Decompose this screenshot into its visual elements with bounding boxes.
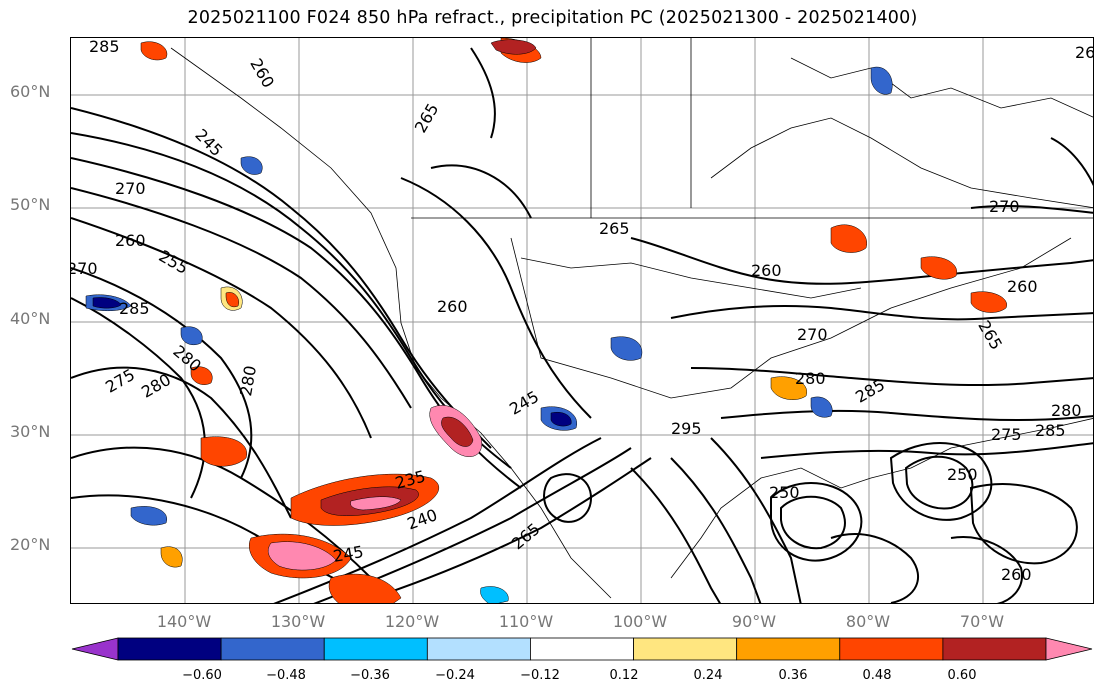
colorbar-segment <box>942 637 1047 661</box>
lon-label-90w: 90°W <box>731 612 777 631</box>
colorbar-segment <box>530 637 634 661</box>
contour-label: 275 <box>991 425 1022 444</box>
contour-label: 260 <box>751 261 782 280</box>
contour-label: 26 <box>1075 43 1094 62</box>
contour-label: 270 <box>989 197 1020 216</box>
lat-label-50n: 50°N <box>10 195 51 214</box>
contour-label: 285 <box>89 38 120 56</box>
colorbar-tick: −0.48 <box>266 668 306 683</box>
lon-label-140w: 140°W <box>156 612 212 631</box>
contour-label: 275 <box>102 365 138 397</box>
lon-label-120w: 120°W <box>384 612 440 631</box>
lon-label-80w: 80°W <box>845 612 891 631</box>
colorbar-tick: −0.36 <box>350 668 390 683</box>
contour-label: 285 <box>1035 421 1066 440</box>
contour-label: 260 <box>1001 565 1032 584</box>
contour-label: 260 <box>115 231 146 250</box>
contour-label: 245 <box>332 542 365 566</box>
lon-label-110w: 110°W <box>498 612 554 631</box>
contour-label: 260 <box>437 297 468 316</box>
lon-label-130w: 130°W <box>270 612 326 631</box>
map-gridlines <box>71 38 1093 603</box>
colorbar-tick: 0.48 <box>862 668 892 683</box>
colorbar-segment <box>736 637 841 661</box>
colorbar-tick: 0.12 <box>609 668 639 683</box>
contour-label: 265 <box>974 317 1006 353</box>
colorbar-tick: −0.60 <box>182 668 222 683</box>
contour-label: 285 <box>119 299 150 318</box>
colorbar-tick: 0.24 <box>693 668 723 683</box>
colorbar-segments <box>71 637 1093 661</box>
map-canvas: 285 260 265 26 270 245 260 255 270 265 2… <box>71 38 1094 603</box>
contour-label: 280 <box>1051 401 1082 420</box>
colorbar-tick: −0.12 <box>520 668 560 683</box>
contour-label: 245 <box>506 387 542 419</box>
contour-label: 260 <box>1007 277 1038 296</box>
contour-label: 245 <box>191 125 226 160</box>
colorbar-segment <box>323 637 428 661</box>
contour-label: 270 <box>797 325 828 344</box>
contour-label: 250 <box>947 465 978 484</box>
map-title: 2025021100 F024 850 hPa refract., precip… <box>187 8 918 28</box>
lat-label-60n: 60°N <box>10 82 51 101</box>
colorbar-segment <box>633 637 738 661</box>
contour-label: 265 <box>599 219 630 238</box>
contour-label: 270 <box>115 179 146 198</box>
contour-label: 270 <box>71 259 98 278</box>
contour-label: 250 <box>769 483 800 502</box>
contour-label: 280 <box>236 364 260 397</box>
colorbar-segment <box>426 637 531 661</box>
colorbar-segment <box>117 637 222 661</box>
colorbar-extend-high <box>1045 637 1093 661</box>
lat-label-30n: 30°N <box>10 422 51 441</box>
colorbar-segment <box>220 637 325 661</box>
colorbar-extend-low <box>71 637 119 661</box>
colorbar-tick: 0.36 <box>778 668 808 683</box>
coastlines-and-borders <box>170 38 1093 599</box>
contour-label: 260 <box>246 55 278 91</box>
map-panel: 285 260 265 26 270 245 260 255 270 265 2… <box>70 37 1094 604</box>
contour-label: 280 <box>795 369 826 388</box>
lon-label-100w: 100°W <box>612 612 668 631</box>
lon-label-70w: 70°W <box>959 612 1005 631</box>
refractivity-contours <box>71 47 1093 603</box>
colorbar-tick: 0.60 <box>947 668 977 683</box>
lat-label-40n: 40°N <box>10 309 51 328</box>
precipitation-shading <box>85 38 1007 603</box>
colorbar-segment <box>839 637 944 661</box>
colorbar <box>71 637 1093 661</box>
contour-label: 295 <box>671 419 702 438</box>
lat-label-20n: 20°N <box>10 535 51 554</box>
contour-label: 265 <box>411 100 443 136</box>
colorbar-tick: −0.24 <box>435 668 475 683</box>
